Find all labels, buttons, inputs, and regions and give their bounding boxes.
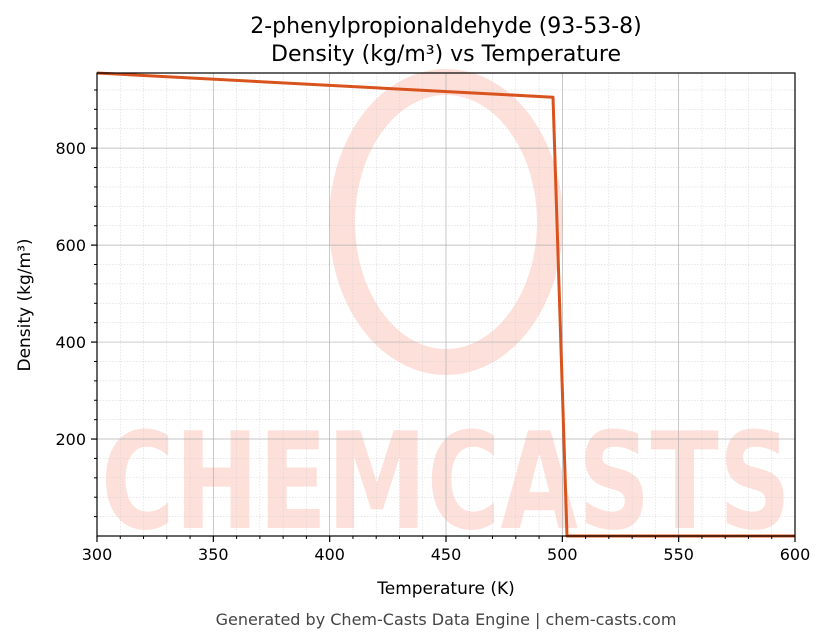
x-tick-label: 450	[431, 545, 462, 564]
x-axis-label: Temperature (K)	[376, 579, 515, 599]
x-tick-label: 550	[663, 545, 694, 564]
y-tick-label: 200	[55, 430, 86, 449]
x-tick-label: 500	[547, 545, 578, 564]
x-tick-label: 400	[314, 545, 345, 564]
y-axis-label: Density (kg/m³)	[15, 238, 35, 371]
footer-credit: Generated by Chem-Casts Data Engine | ch…	[216, 610, 677, 629]
axis-ticks	[91, 89, 796, 542]
chart-title-line1: 2-phenylpropionaldehyde (93-53-8)	[250, 14, 642, 39]
x-tick-label: 300	[82, 545, 113, 564]
x-tick-label: 600	[780, 545, 811, 564]
y-tick-label: 600	[55, 236, 86, 255]
y-tick-label: 800	[55, 139, 86, 158]
chart-title-line2: Density (kg/m³) vs Temperature	[271, 42, 621, 67]
x-tick-label: 350	[198, 545, 229, 564]
major-grid	[96, 73, 796, 536]
y-tick-label: 400	[55, 333, 86, 352]
tick-labels: 300 350 400 450 500 550 600 200 400 600 800	[55, 139, 810, 564]
